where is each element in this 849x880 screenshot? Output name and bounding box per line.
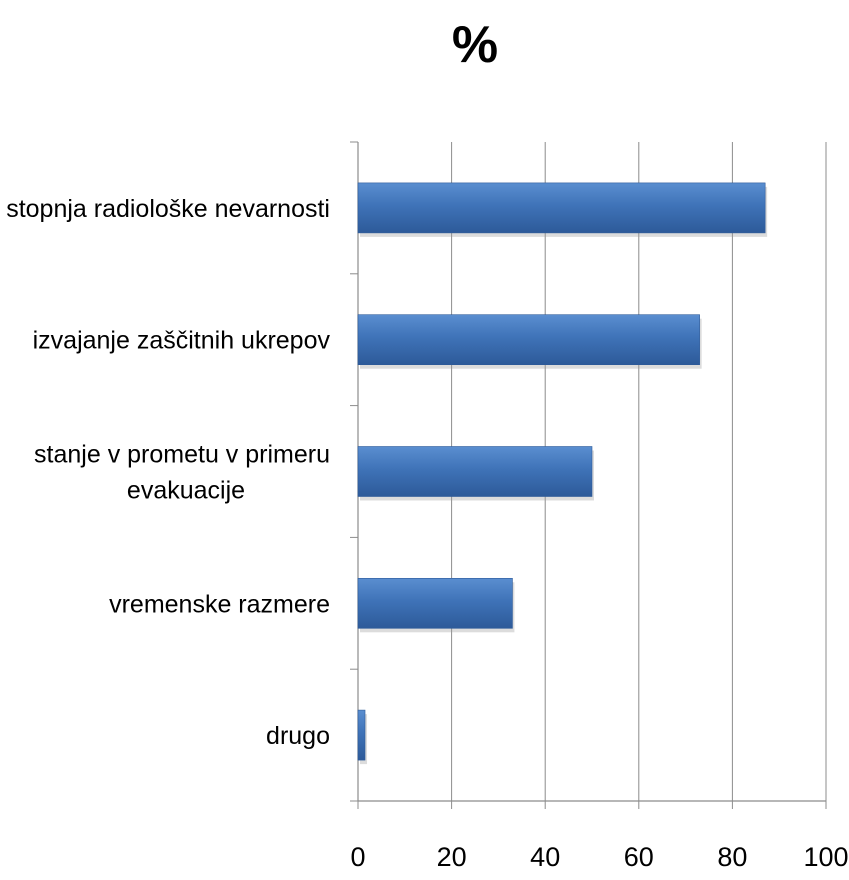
category-label-line: izvajanje zaščitnih ukrepov bbox=[33, 327, 331, 355]
x-tick-label: 20 bbox=[437, 842, 467, 872]
bar bbox=[357, 182, 766, 234]
category-label-line: stopnja radiološke nevarnosti bbox=[6, 195, 330, 223]
category-label: stanje v prometu v primeru evakuacije bbox=[34, 441, 330, 505]
category-label: stopnja radiološke nevarnosti bbox=[6, 195, 330, 223]
bar bbox=[357, 314, 700, 366]
bar bbox=[357, 709, 366, 761]
x-tick-label: 0 bbox=[350, 842, 365, 872]
x-tick-label: 40 bbox=[530, 842, 560, 872]
category-label: drugo bbox=[266, 722, 330, 750]
x-tick-labels: 0 20 40 60 80 100 bbox=[350, 842, 848, 872]
category-labels: stopnja radiološke nevarnosti izvajanje z… bbox=[6, 195, 330, 750]
x-tick-label: 80 bbox=[717, 842, 747, 872]
category-label-line: drugo bbox=[266, 722, 330, 750]
bar bbox=[357, 577, 513, 629]
category-label: vremenske razmere bbox=[109, 590, 330, 618]
category-label-line: evakuacije bbox=[127, 477, 245, 505]
bar bbox=[357, 446, 593, 497]
category-label-line: stanje v prometu v primeru bbox=[34, 441, 330, 469]
x-tick-label: 60 bbox=[624, 842, 654, 872]
gridlines bbox=[357, 142, 827, 809]
category-label-line: vremenske razmere bbox=[109, 590, 330, 618]
x-tick-label: 100 bbox=[803, 842, 848, 872]
category-label: izvajanje zaščitnih ukrepov bbox=[33, 327, 331, 355]
chart-title: % bbox=[452, 16, 498, 74]
bars bbox=[357, 182, 768, 765]
